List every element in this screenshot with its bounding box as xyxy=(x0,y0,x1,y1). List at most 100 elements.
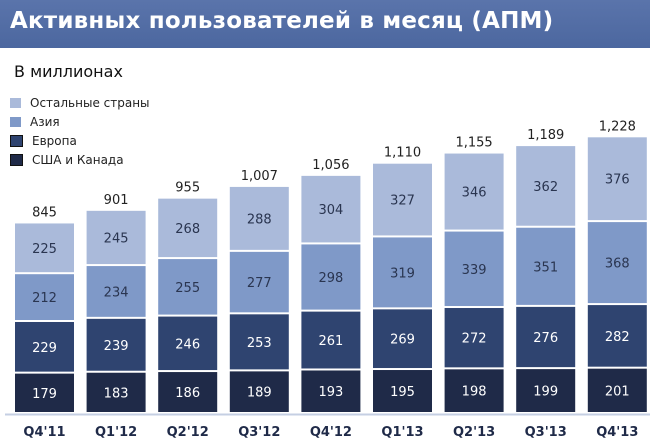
data-label: 276 xyxy=(533,331,558,346)
data-label: 298 xyxy=(318,271,343,286)
total-label: 1,155 xyxy=(455,136,492,151)
data-label: 261 xyxy=(318,334,343,349)
bar-segment xyxy=(444,153,504,230)
bar-segment xyxy=(444,369,504,412)
data-label: 189 xyxy=(247,386,272,401)
total-label: 1,189 xyxy=(527,128,564,143)
legend-item: Европа xyxy=(10,134,77,148)
legend-item: Остальные страны xyxy=(10,96,150,110)
data-label: 304 xyxy=(318,203,343,218)
total-label: 1,007 xyxy=(241,169,278,184)
data-label: 234 xyxy=(104,285,129,300)
data-label: 327 xyxy=(390,194,415,209)
bar-segment xyxy=(373,309,432,369)
chart-subtitle: В миллионах xyxy=(14,62,123,81)
legend-swatch xyxy=(10,117,21,127)
x-tick-label: Q4'12 xyxy=(310,425,352,440)
total-label: 1,228 xyxy=(599,119,636,134)
data-label: 346 xyxy=(462,186,487,201)
data-label: 193 xyxy=(318,385,343,400)
x-tick-label: Q4'11 xyxy=(23,425,65,440)
data-label: 199 xyxy=(533,385,558,400)
bar-segment xyxy=(15,274,74,320)
x-tick-label: Q4'13 xyxy=(596,425,638,440)
bar-segment xyxy=(15,223,74,273)
page-title: Активных пользователей в месяц (АПМ) xyxy=(10,8,554,34)
data-label: 195 xyxy=(390,385,415,400)
data-label: 245 xyxy=(104,231,129,246)
data-label: 198 xyxy=(462,385,487,400)
bar-segment xyxy=(444,231,504,307)
data-label: 288 xyxy=(247,212,272,227)
bar-segment xyxy=(86,372,146,412)
bar-segment xyxy=(587,305,647,367)
bar-segment xyxy=(229,371,289,412)
x-tick-label: Q3'13 xyxy=(525,425,567,440)
data-label: 239 xyxy=(104,339,129,354)
bar-segment xyxy=(229,314,289,370)
bar-segment xyxy=(15,373,74,412)
bar-segment xyxy=(587,137,647,221)
legend-swatch xyxy=(10,98,21,108)
bar-segment xyxy=(15,321,74,372)
x-tick-label: Q2'12 xyxy=(167,425,209,440)
total-label: 1,110 xyxy=(384,146,421,161)
bar-segment xyxy=(301,244,361,310)
legend-swatch xyxy=(10,135,23,147)
bar-segment xyxy=(516,369,576,412)
data-label: 282 xyxy=(605,330,630,345)
data-label: 272 xyxy=(462,332,487,347)
data-label: 351 xyxy=(533,260,558,275)
header-band xyxy=(0,0,650,48)
legend-item: Азия xyxy=(10,115,60,129)
legend-label: Остальные страны xyxy=(30,96,150,110)
x-tick-label: Q1'12 xyxy=(95,425,137,440)
bar-segment xyxy=(158,316,218,371)
bar-segment xyxy=(444,308,504,368)
bar-segment xyxy=(373,237,432,308)
bar-segment xyxy=(301,311,361,369)
legend-label: США и Канада xyxy=(32,153,124,167)
bar-segment xyxy=(158,259,218,315)
bar-segment xyxy=(516,227,576,305)
total-label: 955 xyxy=(175,181,200,196)
data-label: 339 xyxy=(462,263,487,278)
data-label: 362 xyxy=(533,180,558,195)
bar-segment xyxy=(516,306,576,368)
data-label: 253 xyxy=(247,336,272,351)
data-label: 368 xyxy=(605,257,630,272)
legend-label: Азия xyxy=(30,115,60,129)
data-label: 277 xyxy=(247,276,272,291)
total-label: 845 xyxy=(32,205,57,220)
data-label: 212 xyxy=(32,291,57,306)
bar-segment xyxy=(158,372,218,412)
bar-segment xyxy=(86,318,146,371)
x-tick-label: Q1'13 xyxy=(381,425,423,440)
bar-segment xyxy=(373,163,432,236)
data-label: 201 xyxy=(605,384,630,399)
bar-segment xyxy=(158,198,218,258)
data-label: 229 xyxy=(32,341,57,356)
bar-segment xyxy=(229,186,289,250)
legend-swatch xyxy=(10,154,23,166)
data-label: 183 xyxy=(104,386,129,401)
bar-segment xyxy=(301,370,361,412)
data-label: 268 xyxy=(175,222,200,237)
total-label: 1,056 xyxy=(312,158,349,173)
bar-segment xyxy=(301,175,361,243)
x-tick-label: Q2'13 xyxy=(453,425,495,440)
data-label: 255 xyxy=(175,281,200,296)
bar-segment xyxy=(373,370,432,412)
legend-item: США и Канада xyxy=(10,153,124,167)
data-label: 186 xyxy=(175,386,200,401)
data-label: 269 xyxy=(390,333,415,348)
data-label: 246 xyxy=(175,337,200,352)
data-label: 319 xyxy=(390,266,415,281)
bar-segment xyxy=(587,222,647,304)
bar-segment xyxy=(516,146,576,226)
legend-label: Европа xyxy=(32,134,77,148)
x-tick-label: Q3'12 xyxy=(238,425,280,440)
data-label: 376 xyxy=(605,173,630,188)
bar-segment xyxy=(587,368,647,412)
